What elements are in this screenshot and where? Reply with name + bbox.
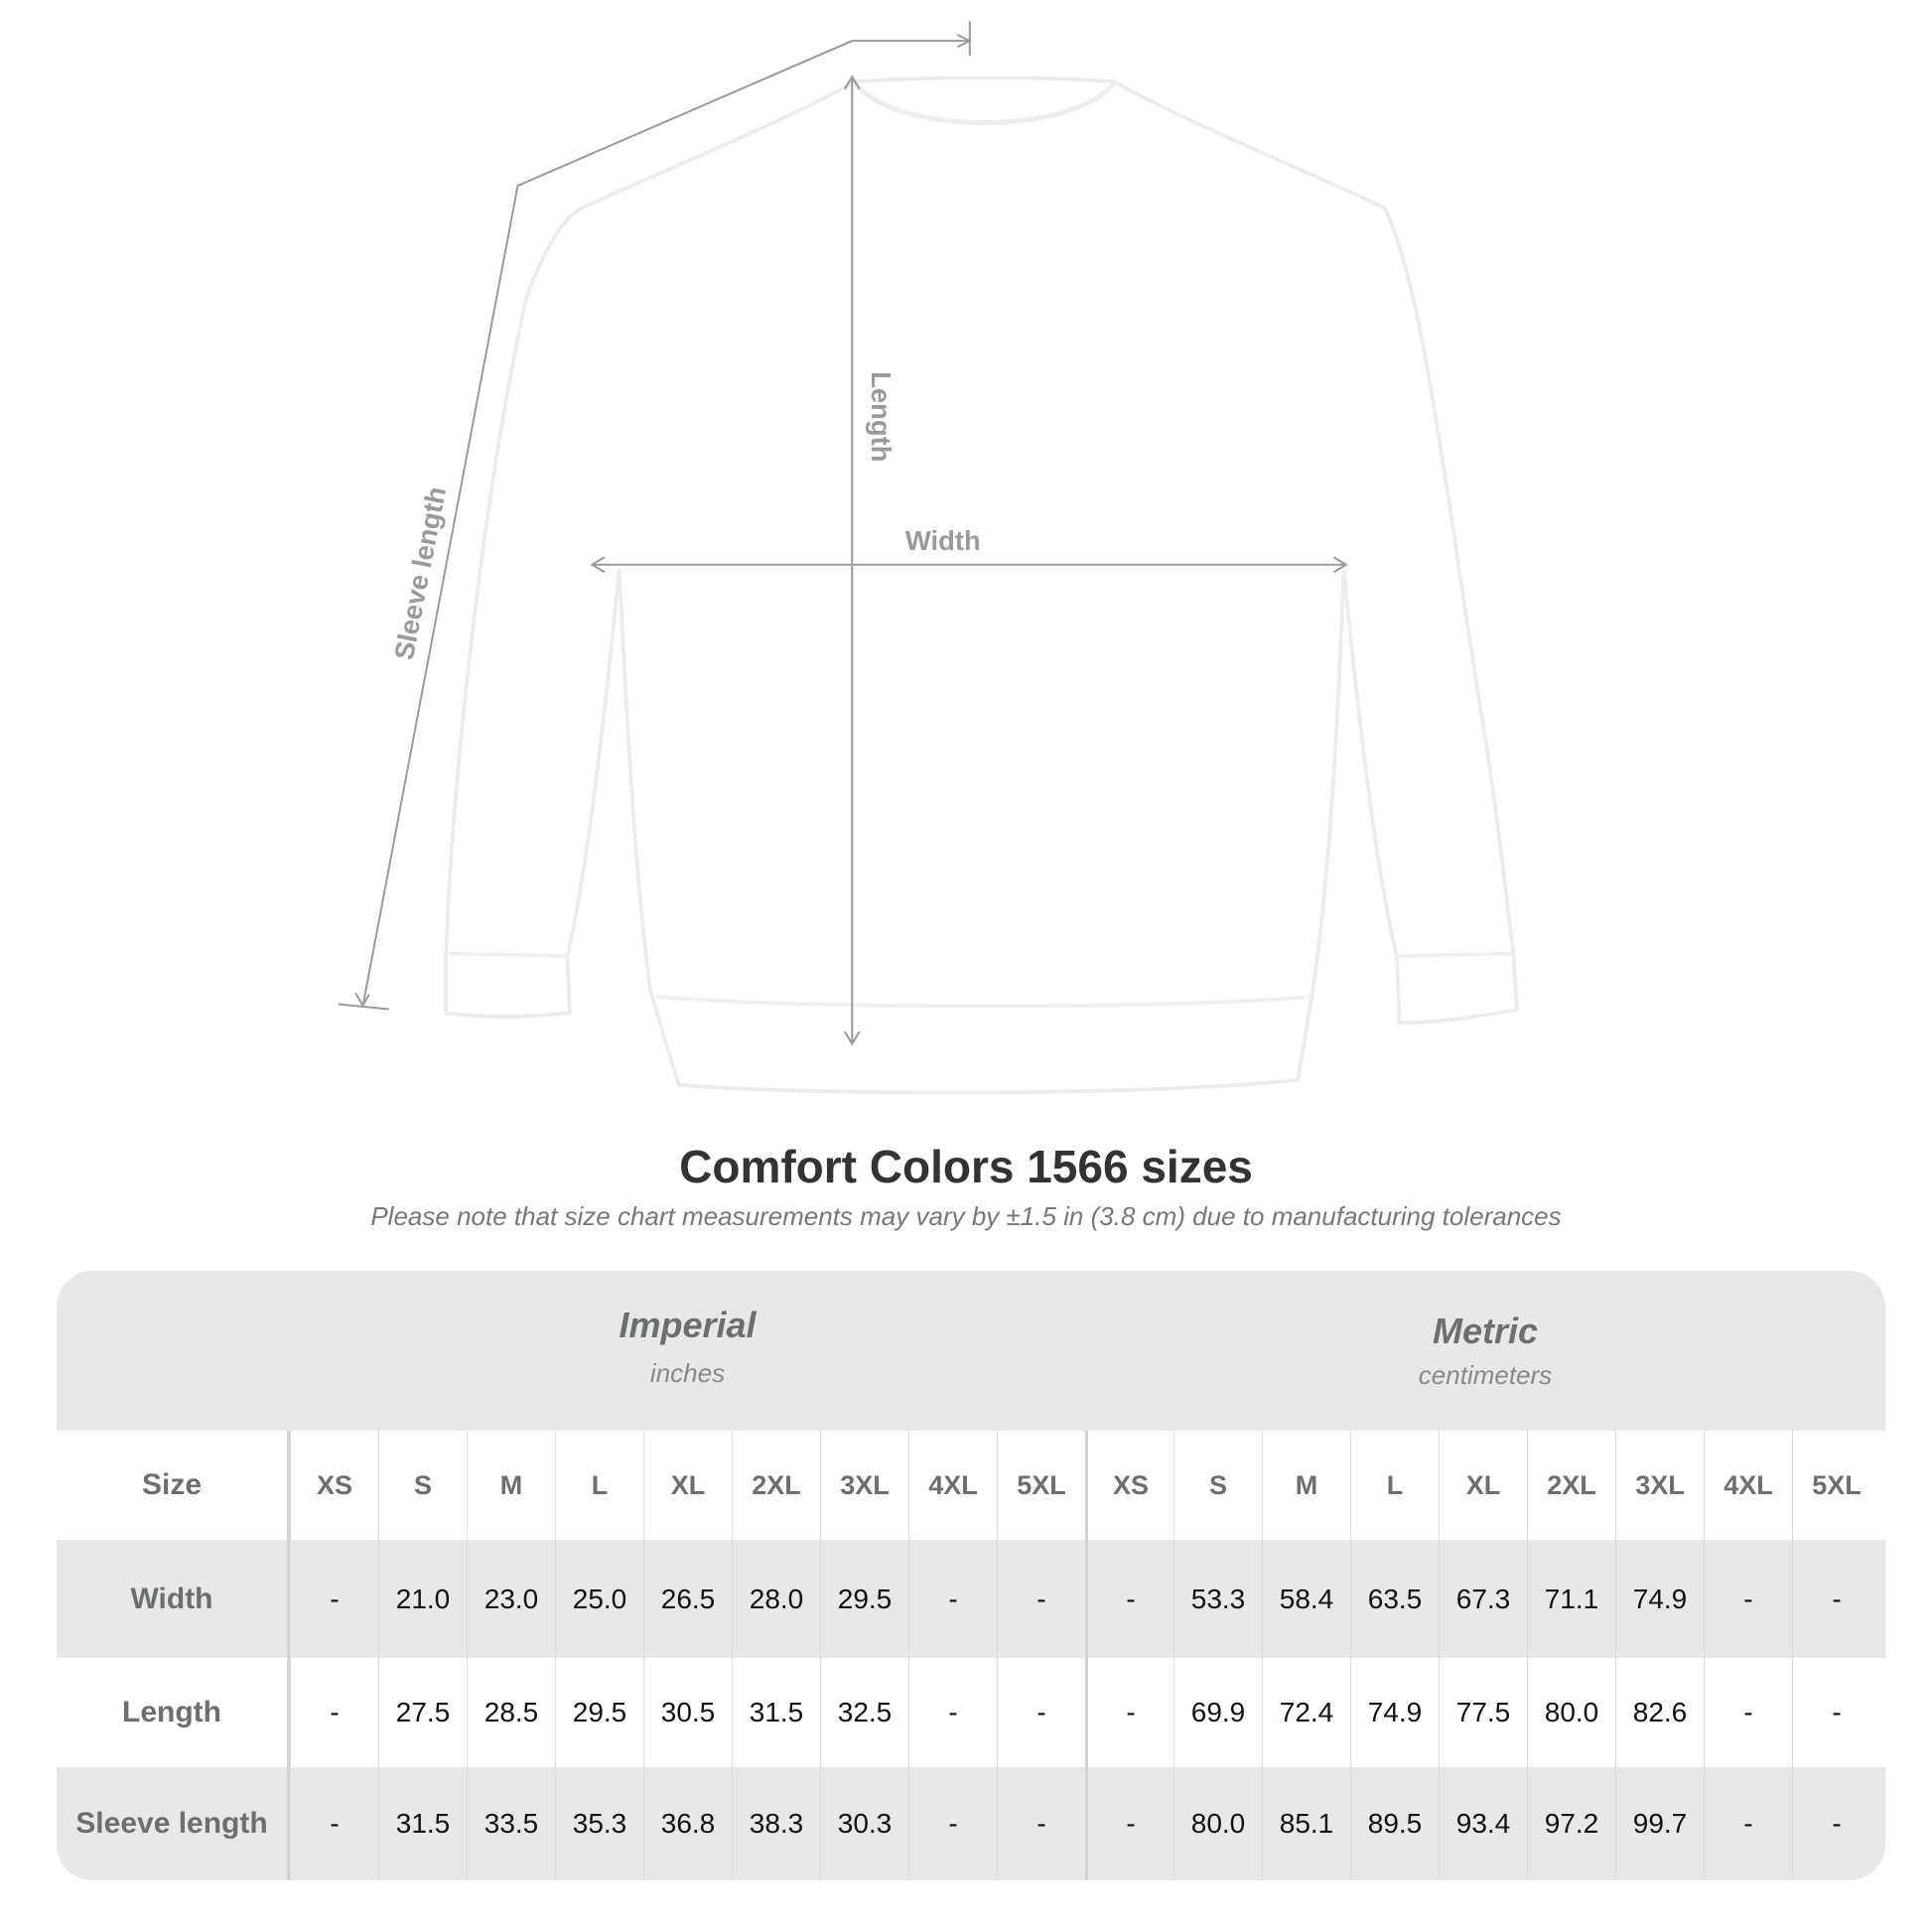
- metric-value-cell: -: [1792, 1658, 1880, 1767]
- width-label: Width: [905, 525, 981, 556]
- size-header-cell: XL: [1439, 1431, 1527, 1540]
- table-row: Length -27.5 28.5 29.5 30.5 31.5 32.5- - -69.9 72…: [57, 1658, 1885, 1767]
- size-header-cell: 2XL: [1527, 1431, 1615, 1540]
- metric-value-cell: 58.4: [1262, 1540, 1350, 1658]
- size-header-cell: XS: [290, 1431, 378, 1540]
- imperial-value-cell: 35.3: [555, 1767, 643, 1880]
- metric-value-cell: 67.3: [1439, 1540, 1527, 1658]
- tolerance-note: Please note that size chart measurements…: [370, 1201, 1562, 1231]
- imperial-value-cell: 28.5: [467, 1658, 555, 1767]
- metric-value-cell: 80.0: [1527, 1658, 1615, 1767]
- metric-value-cell: -: [1792, 1540, 1880, 1658]
- imperial-value-cell: -: [908, 1658, 997, 1767]
- size-header-cell: L: [555, 1431, 643, 1540]
- metric-value-cell: 82.6: [1615, 1658, 1704, 1767]
- size-header-label: Size: [57, 1431, 290, 1540]
- metric-value-cell: -: [1704, 1658, 1792, 1767]
- metric-value-cell: 99.7: [1615, 1767, 1704, 1880]
- imperial-value-cell: 30.3: [820, 1767, 908, 1880]
- metric-value-cell: -: [1704, 1767, 1792, 1880]
- sweatshirt-shape: [444, 75, 1519, 1095]
- metric-value-cell: -: [1792, 1767, 1880, 1880]
- row-label: Sleeve length: [57, 1767, 290, 1880]
- measurement-lines: [338, 21, 1348, 1046]
- metric-unit: centimeters: [1418, 1360, 1553, 1390]
- metric-value-cell: 63.5: [1350, 1540, 1439, 1658]
- imperial-value-cell: -: [290, 1658, 378, 1767]
- metric-value-cell: 71.1: [1527, 1540, 1615, 1658]
- sweatshirt-illustration: Length Width Sleeve length: [338, 21, 1519, 1095]
- metric-value-cell: -: [1085, 1767, 1173, 1880]
- imperial-value-cell: -: [908, 1540, 997, 1658]
- metric-value-cell: 80.0: [1173, 1767, 1262, 1880]
- imperial-value-cell: -: [997, 1767, 1085, 1880]
- metric-value-cell: 53.3: [1173, 1540, 1262, 1658]
- metric-value-cell: 77.5: [1439, 1658, 1527, 1767]
- size-chart-table: Imperial inches Metric centimeters Size X…: [57, 1271, 1885, 1880]
- metric-value-cell: 97.2: [1527, 1767, 1615, 1880]
- size-header-cell: XL: [643, 1431, 732, 1540]
- size-header-cell: 5XL: [1792, 1431, 1880, 1540]
- imperial-value-cell: -: [290, 1540, 378, 1658]
- metric-value-cell: 72.4: [1262, 1658, 1350, 1767]
- imperial-value-cell: -: [997, 1540, 1085, 1658]
- metric-value-cell: -: [1704, 1540, 1792, 1658]
- imperial-unit: inches: [649, 1358, 726, 1388]
- size-header-cell: 3XL: [820, 1431, 908, 1540]
- imperial-value-cell: 23.0: [467, 1540, 555, 1658]
- metric-value-cell: 69.9: [1173, 1658, 1262, 1767]
- imperial-value-cell: 36.8: [643, 1767, 732, 1880]
- imperial-value-cell: 29.5: [555, 1658, 643, 1767]
- metric-value-cell: -: [1085, 1658, 1173, 1767]
- imperial-value-cell: 38.3: [732, 1767, 820, 1880]
- size-header-cell: 3XL: [1615, 1431, 1704, 1540]
- size-header-cell: 2XL: [732, 1431, 820, 1540]
- table-row: Sleeve length -31.5 33.5 35.3 36.8 38.3 30.3- -…: [57, 1767, 1885, 1880]
- metric-value-cell: 74.9: [1615, 1540, 1704, 1658]
- row-label: Width: [57, 1540, 290, 1658]
- size-header-cell: S: [378, 1431, 467, 1540]
- imperial-value-cell: 32.5: [820, 1658, 908, 1767]
- metric-value-cell: 93.4: [1439, 1767, 1527, 1880]
- imperial-value-cell: 30.5: [643, 1658, 732, 1767]
- row-label: Length: [57, 1658, 290, 1767]
- sleeve-measure-line: [361, 40, 970, 1006]
- size-header-cell: 4XL: [908, 1431, 997, 1540]
- imperial-value-cell: 21.0: [378, 1540, 467, 1658]
- size-header-cell: L: [1350, 1431, 1439, 1540]
- metric-value-cell: 85.1: [1262, 1767, 1350, 1880]
- imperial-value-cell: 31.5: [378, 1767, 467, 1880]
- imperial-value-cell: 26.5: [643, 1540, 732, 1658]
- imperial-value-cell: -: [997, 1658, 1085, 1767]
- imperial-value-cell: 25.0: [555, 1540, 643, 1658]
- imperial-value-cell: -: [290, 1767, 378, 1880]
- metric-title: Metric: [1432, 1311, 1539, 1351]
- table-row: Width -21.0 23.0 25.0 26.5 28.0 29.5- - -53.3 58.…: [57, 1540, 1885, 1658]
- imperial-value-cell: 33.5: [467, 1767, 555, 1880]
- metric-value-cell: 74.9: [1350, 1658, 1439, 1767]
- size-header-cell: 5XL: [997, 1431, 1085, 1540]
- imperial-header: Imperial inches: [290, 1271, 1085, 1431]
- size-header-cell: M: [467, 1431, 555, 1540]
- imperial-value-cell: 31.5: [732, 1658, 820, 1767]
- size-header-row: Size XS S M L XL 2XL 3XL 4XL 5XL XS S M L XL 2XL 3XL 4XL 5…: [57, 1431, 1885, 1540]
- length-label: Length: [866, 371, 897, 462]
- page-title: Comfort Colors 1566 sizes: [679, 1141, 1253, 1192]
- size-header-cell: S: [1173, 1431, 1262, 1540]
- imperial-value-cell: 27.5: [378, 1658, 467, 1767]
- sleeve-length-label: Sleeve length: [388, 484, 452, 662]
- metric-value-cell: -: [1085, 1540, 1173, 1658]
- size-header-cell: M: [1262, 1431, 1350, 1540]
- metric-value-cell: 89.5: [1350, 1767, 1439, 1880]
- size-header-cell: XS: [1085, 1431, 1173, 1540]
- imperial-title: Imperial: [619, 1305, 757, 1345]
- metric-header: Metric centimeters: [1085, 1271, 1885, 1431]
- imperial-value-cell: 29.5: [820, 1540, 908, 1658]
- imperial-value-cell: 28.0: [732, 1540, 820, 1658]
- imperial-value-cell: -: [908, 1767, 997, 1880]
- size-header-cell: 4XL: [1704, 1431, 1792, 1540]
